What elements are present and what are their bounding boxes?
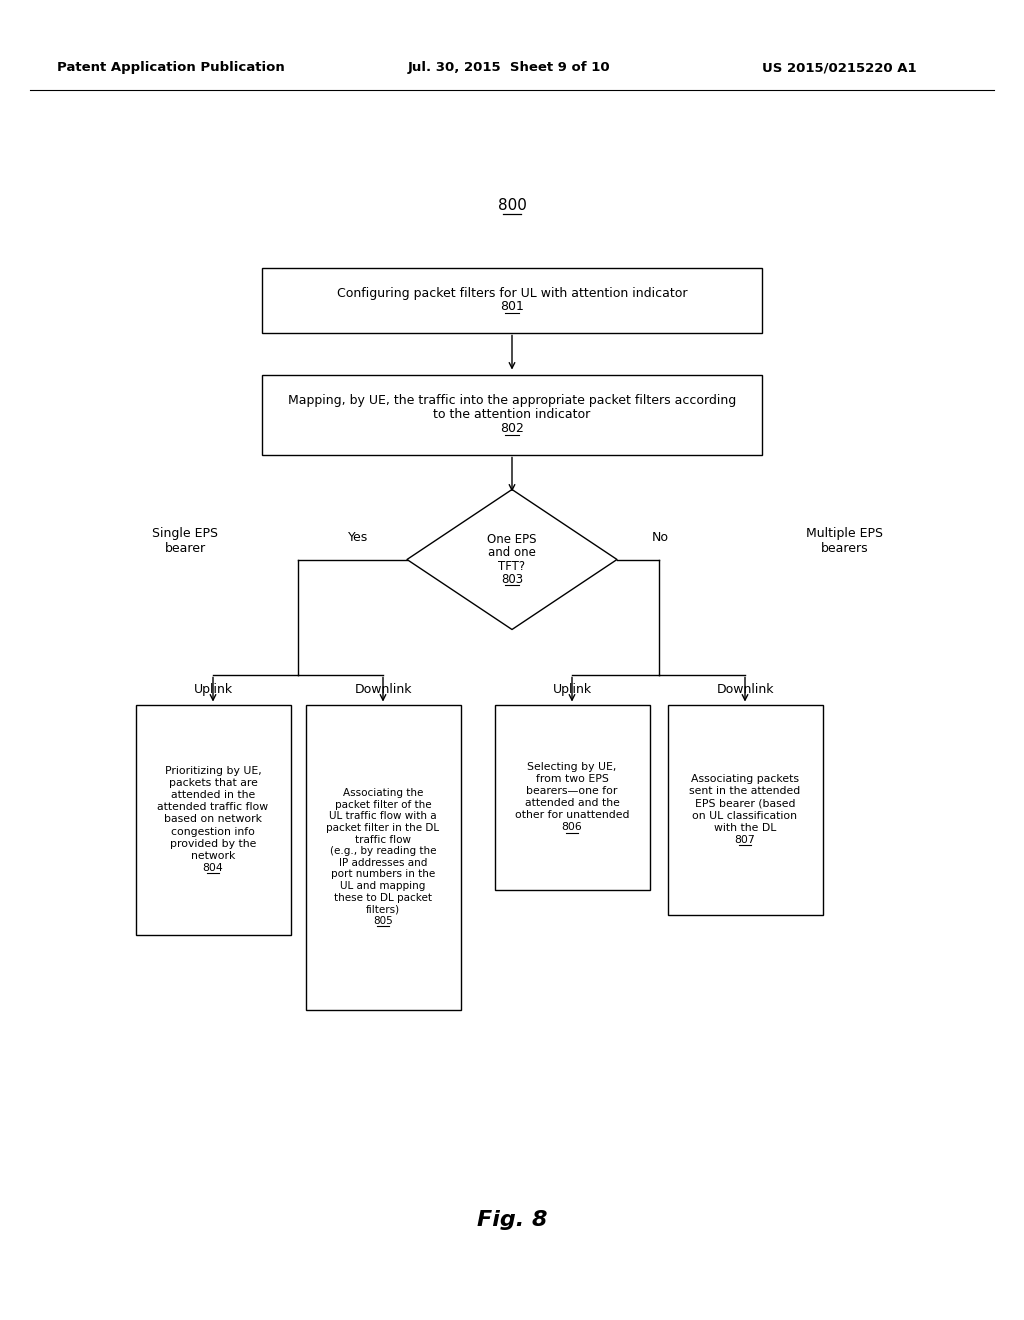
- Text: UL traffic flow with a: UL traffic flow with a: [329, 812, 437, 821]
- Text: bearers—one for: bearers—one for: [526, 785, 617, 796]
- Text: to the attention indicator: to the attention indicator: [433, 408, 591, 421]
- Text: 806: 806: [561, 822, 583, 832]
- Bar: [135, 705, 291, 935]
- Text: Fig. 8: Fig. 8: [477, 1210, 547, 1230]
- Text: Uplink: Uplink: [194, 682, 232, 696]
- Text: based on network: based on network: [164, 814, 262, 825]
- Text: Yes: Yes: [348, 531, 368, 544]
- Text: port numbers in the: port numbers in the: [331, 870, 435, 879]
- Text: Uplink: Uplink: [552, 682, 592, 696]
- Text: attended and the: attended and the: [524, 799, 620, 808]
- Text: Prioritizing by UE,: Prioritizing by UE,: [165, 766, 261, 776]
- Text: Selecting by UE,: Selecting by UE,: [527, 762, 616, 772]
- Text: Configuring packet filters for UL with attention indicator: Configuring packet filters for UL with a…: [337, 286, 687, 300]
- Text: attended traffic flow: attended traffic flow: [158, 803, 268, 812]
- Text: Downlink: Downlink: [354, 682, 412, 696]
- Text: Patent Application Publication: Patent Application Publication: [57, 62, 285, 74]
- Text: and one: and one: [488, 546, 536, 560]
- Bar: [262, 375, 762, 454]
- Text: 803: 803: [501, 573, 523, 586]
- Text: sent in the attended: sent in the attended: [689, 787, 801, 796]
- Text: Jul. 30, 2015  Sheet 9 of 10: Jul. 30, 2015 Sheet 9 of 10: [408, 62, 610, 74]
- Text: traffic flow: traffic flow: [355, 834, 411, 845]
- Text: Associating packets: Associating packets: [691, 775, 799, 784]
- Text: network: network: [190, 851, 236, 861]
- Text: congestion info: congestion info: [171, 826, 255, 837]
- Bar: [305, 705, 461, 1010]
- Text: 802: 802: [500, 422, 524, 436]
- Text: (e.g., by reading the: (e.g., by reading the: [330, 846, 436, 857]
- Text: packet filter in the DL: packet filter in the DL: [327, 822, 439, 833]
- Text: Associating the: Associating the: [343, 788, 423, 799]
- Text: EPS bearer (based: EPS bearer (based: [694, 799, 796, 808]
- Text: 804: 804: [203, 863, 223, 873]
- Text: Mapping, by UE, the traffic into the appropriate packet filters according: Mapping, by UE, the traffic into the app…: [288, 395, 736, 407]
- Text: attended in the: attended in the: [171, 791, 255, 800]
- Text: Downlink: Downlink: [716, 682, 774, 696]
- Text: 805: 805: [373, 916, 393, 925]
- Text: One EPS: One EPS: [487, 533, 537, 546]
- Text: IP addresses and: IP addresses and: [339, 858, 427, 867]
- Text: filters): filters): [366, 904, 400, 915]
- Bar: [495, 705, 649, 890]
- Polygon shape: [407, 490, 617, 630]
- Text: TFT?: TFT?: [499, 560, 525, 573]
- Bar: [668, 705, 822, 915]
- Text: with the DL: with the DL: [714, 822, 776, 833]
- Text: these to DL packet: these to DL packet: [334, 892, 432, 903]
- Text: 807: 807: [734, 834, 756, 845]
- Text: 801: 801: [500, 301, 524, 313]
- Text: US 2015/0215220 A1: US 2015/0215220 A1: [762, 62, 916, 74]
- Text: No: No: [651, 531, 669, 544]
- Text: UL and mapping: UL and mapping: [340, 880, 426, 891]
- Text: 800: 800: [498, 198, 526, 213]
- Text: provided by the: provided by the: [170, 838, 256, 849]
- Text: packet filter of the: packet filter of the: [335, 800, 431, 809]
- Bar: [262, 268, 762, 333]
- Text: from two EPS: from two EPS: [536, 774, 608, 784]
- Text: on UL classification: on UL classification: [692, 810, 798, 821]
- Text: Single EPS
bearer: Single EPS bearer: [152, 528, 218, 556]
- Text: Multiple EPS
bearers: Multiple EPS bearers: [807, 528, 884, 556]
- Text: packets that are: packets that are: [169, 779, 257, 788]
- Text: other for unattended: other for unattended: [515, 810, 630, 820]
